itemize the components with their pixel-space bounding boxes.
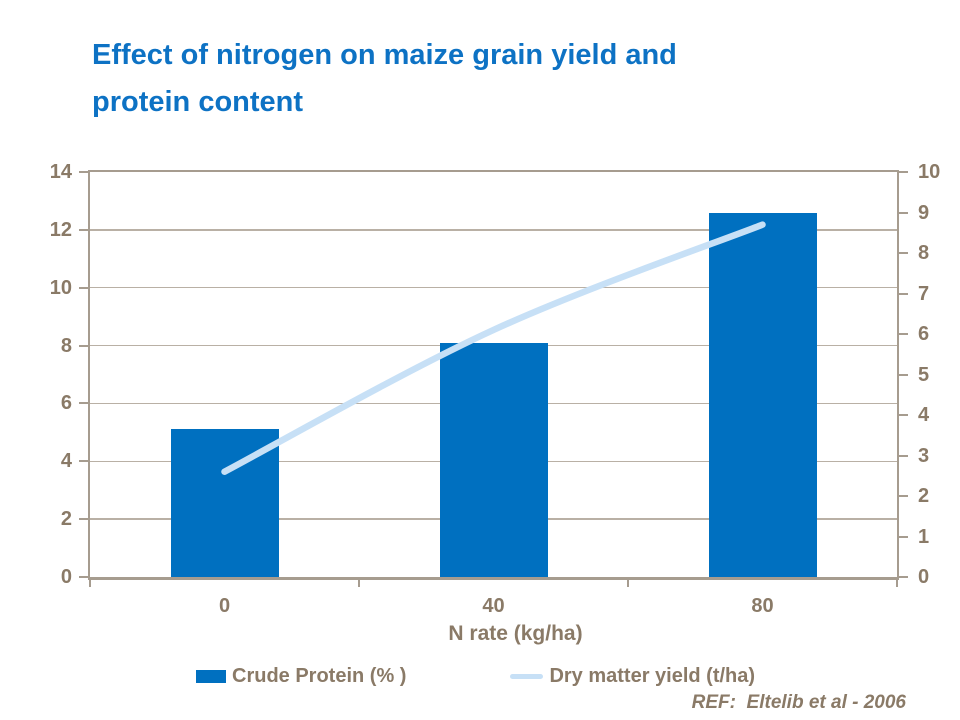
- x-axis-tick: [358, 578, 360, 587]
- gridline: [90, 286, 897, 289]
- dry-matter-line-swatch-icon: [510, 674, 544, 679]
- y-axis-left-tick-label: 10: [49, 276, 72, 299]
- x-axis-tick-label: 40: [482, 595, 505, 617]
- legend-item-dry-matter: Dry matter yield (t/ha): [510, 665, 755, 688]
- page-title: Effect of nitrogen on maize grain yield …: [92, 39, 677, 118]
- x-axis-title: N rate (kg/ha): [448, 622, 583, 645]
- gridline: [90, 518, 897, 520]
- plot-area: [88, 170, 899, 580]
- y-axis-right-tick: [899, 454, 908, 457]
- bar-crude-protein: [708, 212, 817, 577]
- y-axis-left-tick: [79, 228, 88, 231]
- y-axis-left-tick: [79, 344, 88, 347]
- legend-item-crude-protein: Crude Protein (% ): [196, 665, 406, 688]
- legend-label-dry-matter: Dry matter yield (t/ha): [549, 665, 756, 687]
- y-axis-right-tick-label: 3: [918, 444, 930, 467]
- bar-crude-protein: [439, 342, 548, 577]
- x-axis-tick: [896, 578, 898, 587]
- legend: Crude Protein (% ) Dry matter yield (t/h…: [196, 665, 755, 688]
- gridline: [90, 402, 897, 405]
- y-axis-left-tick-label: 14: [49, 161, 72, 183]
- x-axis-tick: [627, 578, 629, 587]
- y-axis-right-tick-label: 5: [918, 363, 930, 386]
- x-axis-tick-label: 80: [751, 595, 774, 617]
- y-axis-left-tick-label: 4: [60, 450, 72, 473]
- y-axis-right-tick: [899, 292, 908, 295]
- y-axis-left-tick-label: 6: [60, 392, 72, 415]
- y-axis-left-tick-label: 8: [60, 334, 72, 357]
- y-axis-left-tick: [79, 286, 88, 289]
- reference-note: REF: Eltelib et al - 2006: [691, 692, 906, 713]
- legend-label-crude-protein: Crude Protein (% ): [232, 665, 407, 687]
- gridline: [90, 460, 897, 463]
- y-axis-right-tick: [899, 535, 908, 538]
- y-axis-right-tick: [899, 576, 908, 578]
- bar-crude-protein: [170, 429, 279, 577]
- y-axis-right-tick-label: 2: [918, 485, 930, 507]
- x-axis-tick-label: 0: [218, 595, 231, 617]
- crude-protein-swatch-icon: [196, 670, 226, 683]
- y-axis-right-tick-label: 10: [918, 161, 941, 183]
- gridline: [90, 229, 897, 231]
- y-axis-left-tick-label: 0: [60, 566, 72, 588]
- y-axis-right-tick-label: 6: [918, 323, 930, 345]
- y-axis-right-tick: [899, 333, 908, 335]
- y-axis-left-tick: [79, 518, 88, 521]
- y-axis-left-tick: [79, 460, 88, 463]
- y-axis-right-tick-label: 0: [918, 566, 930, 588]
- y-axis-left-tick: [79, 576, 88, 578]
- y-axis-right-tick: [899, 373, 908, 376]
- y-axis-right-tick: [899, 495, 908, 497]
- y-axis-right-tick-label: 7: [918, 282, 930, 305]
- y-axis-right-tick: [899, 252, 908, 254]
- y-axis-left-tick: [79, 171, 88, 173]
- y-axis-left-tick-label: 2: [60, 508, 72, 531]
- dry-matter-line-path: [221, 221, 766, 475]
- y-axis-right-tick-label: 8: [918, 242, 930, 264]
- y-axis-right-tick-label: 9: [918, 201, 930, 224]
- gridline: [90, 344, 897, 347]
- y-axis-left-tick-label: 12: [49, 218, 72, 241]
- y-axis-left-tick: [79, 402, 88, 405]
- y-axis-right-tick-label: 1: [918, 525, 930, 548]
- x-axis-tick: [89, 578, 91, 587]
- y-axis-right-tick: [899, 414, 908, 416]
- y-axis-right-tick: [899, 171, 908, 173]
- y-axis-right-tick-label: 4: [918, 404, 930, 426]
- y-axis-right-tick: [899, 211, 908, 214]
